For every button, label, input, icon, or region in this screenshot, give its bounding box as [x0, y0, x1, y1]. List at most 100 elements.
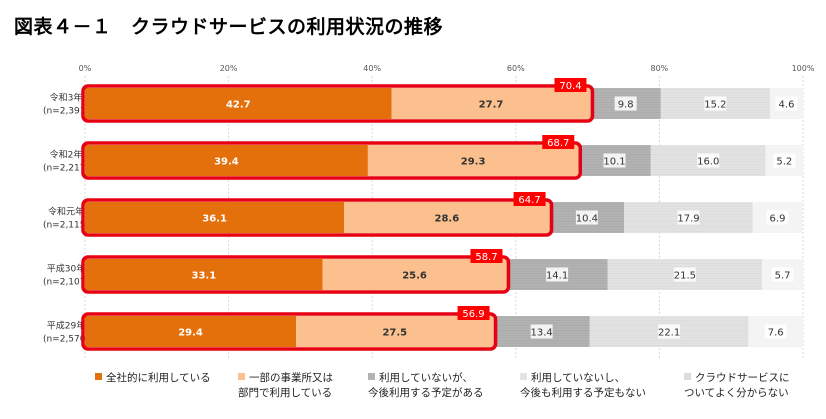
bar-segment	[322, 259, 507, 290]
x-tick-label: 100%	[792, 64, 815, 73]
bar-segment	[85, 88, 392, 119]
bar-value-label: 17.9	[677, 214, 699, 225]
bar-value-label: 27.7	[479, 100, 504, 111]
bar-value-label: 15.2	[704, 100, 726, 111]
x-tick-label: 80%	[651, 64, 669, 73]
legend-item: 利用していないし、今後も利用する予定もない	[520, 371, 646, 401]
category-label: 平成30年	[47, 263, 85, 275]
usage-outline	[81, 198, 554, 237]
value-label-bg	[704, 96, 727, 111]
bar-value-label: 7.6	[768, 328, 784, 339]
bar-value-label: 27.5	[382, 328, 407, 339]
bar-segment	[367, 145, 579, 176]
bar-value-label: 25.6	[402, 271, 427, 282]
bar-value-label: 14.1	[546, 271, 568, 282]
usage-outline	[81, 255, 511, 294]
bar-value-label: 29.4	[178, 328, 203, 339]
bar-segment	[344, 202, 550, 233]
category-label: 平成29年	[47, 320, 85, 332]
bar-value-label: 21.5	[674, 271, 696, 282]
bar-value-label: 4.6	[779, 100, 795, 111]
bar-segment	[391, 88, 591, 119]
bar-value-label: 10.1	[603, 157, 625, 168]
legend-item: 一部の事業所又は部門で利用している	[238, 371, 333, 401]
bar-segment	[85, 145, 368, 176]
total-value-label: 70.4	[559, 81, 581, 92]
bar-value-label: 28.6	[435, 214, 460, 225]
bar-value-label: 29.3	[461, 157, 486, 168]
legend-item: 利用していないが、 今後利用する予定がある	[368, 371, 484, 401]
bar-value-label: 9.8	[618, 100, 634, 111]
x-tick-label: 0%	[79, 64, 92, 73]
bar-segment	[296, 316, 494, 347]
total-value-label: 64.7	[518, 195, 540, 206]
category-n-label: (n=2,107)	[43, 278, 89, 288]
legend-swatch	[95, 373, 102, 380]
value-label-bg	[575, 210, 598, 225]
legend-swatch	[520, 373, 527, 380]
category-label: 令和2年	[50, 149, 83, 161]
bar-value-label: 5.7	[775, 271, 791, 282]
value-label-bg	[658, 324, 681, 339]
value-label-bg	[771, 267, 794, 282]
total-label-box	[457, 306, 490, 320]
legend-label: 利用していないし、	[531, 372, 626, 384]
chart-title: 図表４－１ クラウドサービスの利用状況の推移	[14, 16, 444, 38]
bar-segment	[85, 259, 323, 290]
bar-value-label: 16.0	[697, 157, 719, 168]
bar-value-label: 10.4	[576, 214, 598, 225]
legend-item: クラウドサービスについてよく分からない	[684, 371, 790, 401]
value-label-bg	[530, 324, 553, 339]
x-tick-label: 20%	[220, 64, 238, 73]
legend-label-line2: 今後利用する予定がある	[368, 387, 484, 399]
bar-segment	[85, 202, 345, 233]
legend-label: 一部の事業所又は	[249, 372, 333, 384]
bar-value-label: 13.4	[531, 328, 553, 339]
total-value-label: 68.7	[547, 138, 569, 149]
legend-swatch	[238, 373, 245, 380]
usage-outline	[81, 312, 498, 351]
bar-value-label: 6.9	[770, 214, 786, 225]
value-label-bg	[546, 267, 569, 282]
bar-value-label: 33.1	[191, 271, 216, 282]
category-n-label: (n=2,570)	[43, 335, 89, 345]
total-label-box	[554, 78, 587, 92]
usage-outline	[81, 84, 595, 123]
legend-label-line2: 今後も利用する予定もない	[520, 387, 646, 399]
value-label-bg	[603, 153, 626, 168]
bar-value-label: 5.2	[776, 157, 792, 168]
legend-label-line2: ついてよく分からない	[684, 387, 789, 399]
value-label-bg	[677, 210, 700, 225]
legend: 全社的に利用している 一部の事業所又は部門で利用している 利用していないが、 今後利用…	[0, 371, 826, 415]
legend-label: 全社的に利用している	[106, 372, 211, 384]
category-label: 令和3年	[50, 92, 83, 104]
legend-swatch	[368, 373, 375, 380]
value-label-bg	[673, 267, 696, 282]
x-tick-label: 60%	[507, 64, 525, 73]
category-n-label: (n=2,115)	[43, 221, 89, 231]
x-tick-label: 40%	[363, 64, 381, 73]
bar-segment	[85, 316, 297, 347]
legend-item: 全社的に利用している	[95, 371, 211, 386]
value-label-bg	[764, 324, 787, 339]
value-label-bg	[614, 96, 637, 111]
category-n-label: (n=2,217)	[43, 164, 89, 174]
usage-outline	[81, 141, 583, 180]
total-label-box	[513, 192, 546, 206]
bar-value-label: 22.1	[658, 328, 680, 339]
bar-value-label: 39.4	[214, 157, 239, 168]
value-label-bg	[766, 210, 789, 225]
legend-label: クラウドサービスに	[695, 372, 790, 384]
category-label: 令和元年	[48, 206, 84, 218]
bar-value-label: 42.7	[226, 100, 251, 111]
value-label-bg	[775, 96, 798, 111]
total-value-label: 58.7	[475, 252, 497, 263]
legend-label-line2: 部門で利用している	[238, 387, 333, 399]
value-label-bg	[697, 153, 720, 168]
value-label-bg	[773, 153, 796, 168]
legend-label: 利用していないが、	[379, 372, 473, 384]
legend-swatch	[684, 373, 691, 380]
stacked-bar-chart: 0% 20% 40% 60% 80% 100% 令和3年 (n=2,391) 42.7 27.7 9…	[43, 64, 815, 358]
total-value-label: 56.9	[462, 309, 484, 320]
category-n-label: (n=2,391)	[43, 107, 89, 117]
